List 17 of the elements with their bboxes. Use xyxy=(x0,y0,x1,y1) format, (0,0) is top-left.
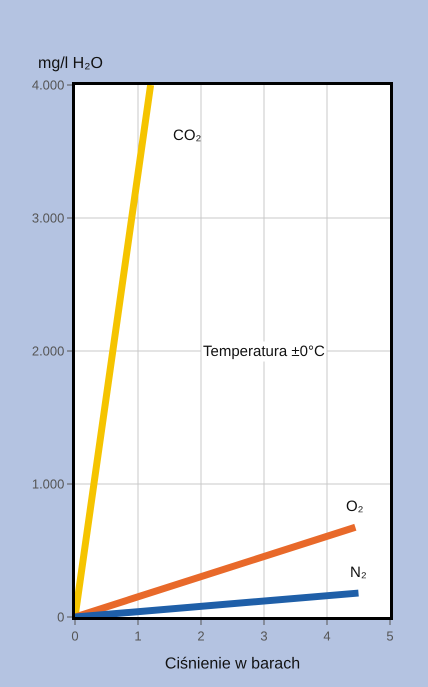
y-tick-label: 3.000 xyxy=(32,210,64,226)
x-tick-label: 3 xyxy=(260,628,268,644)
series-label: O₂ xyxy=(346,498,364,515)
y-tick-label: 0 xyxy=(57,610,64,625)
series-label: N₂ xyxy=(350,564,367,581)
x-tick-label: 2 xyxy=(197,628,205,644)
series-label: CO₂ xyxy=(173,127,202,144)
x-tick-label: 4 xyxy=(323,628,331,644)
y-tick-label: 4.000 xyxy=(32,78,64,93)
y-tick-label: 2.000 xyxy=(32,344,64,359)
y-axis-title: mg/l H₂O xyxy=(38,55,103,72)
y-tick-label: 1.000 xyxy=(32,476,64,492)
annotation: Temperatura ±0°C xyxy=(203,343,325,360)
x-axis-title: Ciśnienie w barach xyxy=(164,655,300,672)
x-tick-label: 5 xyxy=(386,628,394,644)
x-tick-label: 0 xyxy=(71,628,79,644)
x-tick-label: 1 xyxy=(134,628,142,644)
